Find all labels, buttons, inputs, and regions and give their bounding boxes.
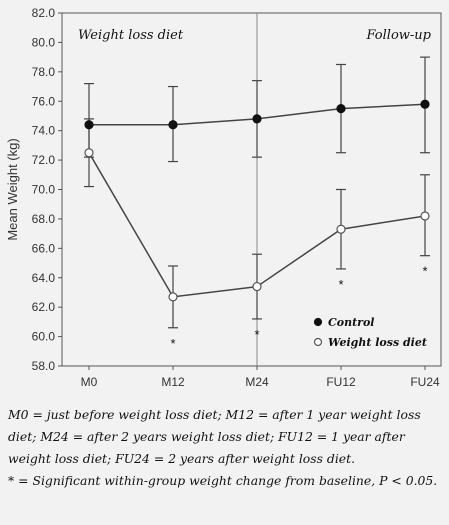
y-tick-label: 58.0 [32,359,56,373]
data-point [420,211,430,221]
y-tick-label: 78.0 [32,65,56,79]
significance-star: * [170,336,175,351]
weight-chart: 58.0 60.0 62.0 64.0 66.0 68.0 70.0 72.0 74.0 76.0… [5,6,442,389]
legend-marker [313,317,323,327]
region-label-followup: Follow-up [366,28,432,43]
y-tick-label: 66.0 [32,241,56,255]
y-tick-label: 64.0 [32,271,56,285]
data-point [336,104,346,114]
x-tick-label: FU24 [410,375,440,389]
figure-caption: M0 = just before weight loss diet; M12 =… [8,404,444,492]
x-tick-label: M12 [161,375,185,389]
y-axis-title: Mean Weight (kg) [5,138,20,240]
y-tick-label: 74.0 [32,124,56,138]
data-point [252,114,262,124]
data-point [168,292,178,302]
caption-significance: * = Significant within-group weight chan… [8,473,438,488]
plot-area: 58.0 60.0 62.0 64.0 66.0 68.0 70.0 72.0 74.0 76.0… [5,6,442,389]
legend-label: Weight loss diet [328,336,427,349]
caption-abbreviations: M0 = just before weight loss diet; M12 =… [8,407,421,466]
data-point [336,224,346,234]
y-tick-label: 70.0 [32,183,56,197]
y-tick-label: 72.0 [32,153,56,167]
y-tick-label: 80.0 [32,35,56,49]
y-tick-label: 68.0 [32,212,56,226]
significance-star: * [338,277,343,292]
region-label-diet: Weight loss diet [78,28,184,43]
x-tick-label: M0 [81,375,98,389]
legend-marker [313,337,323,347]
significance-star: * [422,264,427,279]
data-point [168,120,178,130]
data-point [252,281,262,292]
data-point [420,99,430,109]
x-tick-label: M24 [245,375,269,389]
legend-label: Control [328,316,374,329]
x-tick-label: FU12 [326,375,356,389]
y-tick-label: 60.0 [32,330,56,344]
data-point [84,148,94,158]
plot-frame [61,12,442,367]
y-tick-label: 82.0 [32,6,56,20]
significance-star: * [254,327,259,342]
data-point [84,120,94,130]
y-tick-label: 76.0 [32,94,56,108]
y-tick-label: 62.0 [32,300,56,314]
